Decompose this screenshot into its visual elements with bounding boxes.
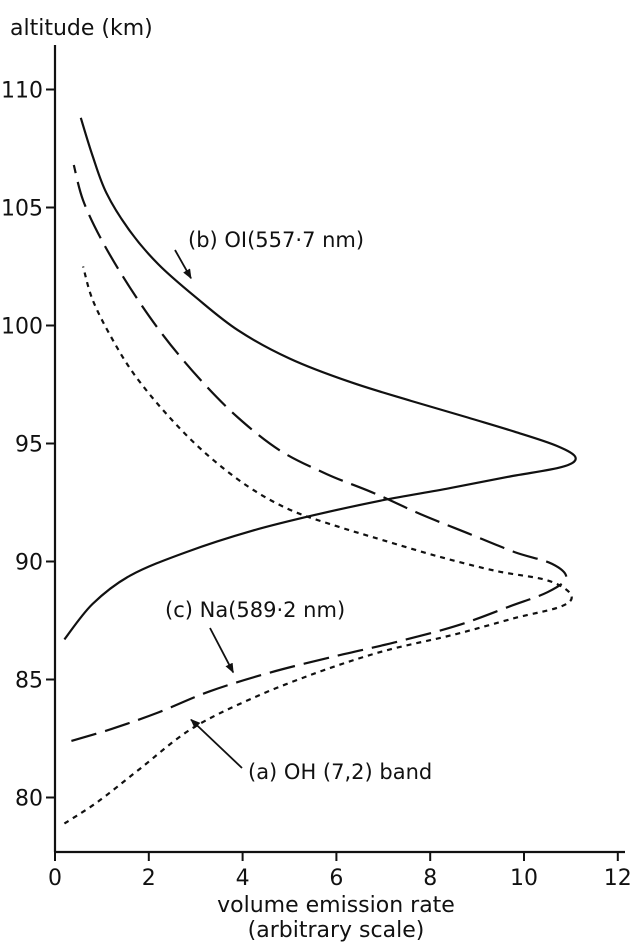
y-tick-label: 105 [1,197,43,222]
x-tick-label: 8 [423,866,437,891]
x-tick-label: 0 [48,866,62,891]
annotation-oh-label: (a) OH (7,2) band [248,760,432,784]
x-tick-label: 2 [142,866,156,891]
y-tick-label: 100 [1,315,43,340]
x-tick-label: 10 [510,866,538,891]
annotation-layer: (b) OI(557·7 nm) (c) Na(589·2 nm) (a) OH (… [165,228,432,784]
x-tick-label: 6 [329,866,343,891]
series-oi-curve [63,117,577,641]
series-na-curve [71,164,568,742]
y-tick-label: 90 [15,551,43,576]
series-oh-curve [63,266,573,825]
x-tick-label: 4 [236,866,250,891]
x-tick-label: 12 [604,866,632,891]
y-tick-label: 80 [15,787,43,812]
axes: 80 85 90 95 100 105 110 0 2 4 6 8 10 12 [1,45,632,891]
y-tick-label: 110 [1,79,43,104]
x-axis-title: volume emission rate [217,893,455,918]
annotation-oh-arrow [190,718,243,769]
y-axis-title: altitude (km) [10,16,153,41]
annotation-na-arrow [209,627,235,674]
annotation-oi-label: (b) OI(557·7 nm) [188,228,364,252]
y-tick-label: 95 [15,433,43,458]
annotation-na-label: (c) Na(589·2 nm) [165,598,345,622]
series-layer [63,117,577,825]
y-tick-label: 85 [15,669,43,694]
annotation-oi-arrow [174,249,192,280]
x-axis-subtitle: (arbitrary scale) [248,918,425,943]
